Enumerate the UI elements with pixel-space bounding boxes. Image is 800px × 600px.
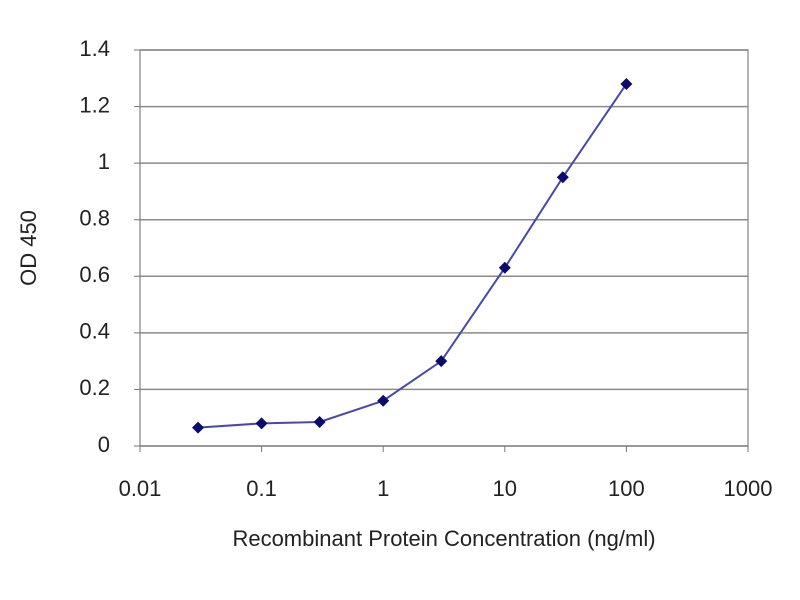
x-tick-label: 1000 bbox=[724, 476, 773, 501]
data-point bbox=[498, 261, 511, 274]
y-axis-title: OD 450 bbox=[16, 210, 41, 286]
x-tick-label: 0.01 bbox=[119, 476, 162, 501]
data-point bbox=[620, 77, 633, 90]
data-point bbox=[192, 421, 205, 434]
x-tick-label: 100 bbox=[608, 476, 645, 501]
data-point bbox=[556, 171, 569, 184]
y-tick-label: 0.4 bbox=[79, 319, 110, 344]
data-point bbox=[313, 415, 326, 428]
y-tick-label: 1.4 bbox=[79, 36, 110, 61]
x-axis-title: Recombinant Protein Concentration (ng/ml… bbox=[232, 526, 655, 551]
data-point bbox=[435, 355, 448, 368]
data-point bbox=[255, 417, 268, 430]
x-tick-label: 10 bbox=[493, 476, 517, 501]
y-tick-label: 0 bbox=[98, 432, 110, 457]
y-tick-label: 0.8 bbox=[79, 206, 110, 231]
y-tick-label: 0.6 bbox=[79, 262, 110, 287]
y-tick-label: 0.2 bbox=[79, 375, 110, 400]
x-tick-label: 1 bbox=[377, 476, 389, 501]
plot-area bbox=[139, 49, 749, 447]
series-line bbox=[197, 83, 628, 429]
x-tick-label: 0.1 bbox=[246, 476, 277, 501]
data-point bbox=[377, 394, 390, 407]
y-tick-label: 1.2 bbox=[79, 92, 110, 117]
y-tick-label: 1 bbox=[98, 149, 110, 174]
